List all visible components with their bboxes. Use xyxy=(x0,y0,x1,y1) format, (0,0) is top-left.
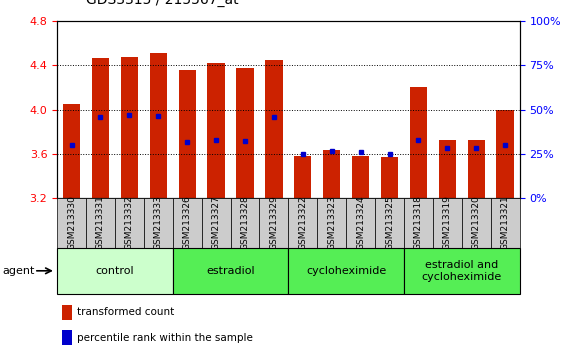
Text: GSM213325: GSM213325 xyxy=(385,196,394,250)
Bar xyxy=(207,63,225,198)
Bar xyxy=(202,198,231,248)
Bar xyxy=(150,53,167,198)
Text: GSM213329: GSM213329 xyxy=(270,196,279,250)
Text: estradiol: estradiol xyxy=(206,266,255,276)
Bar xyxy=(172,198,202,248)
Text: GSM213331: GSM213331 xyxy=(96,195,105,251)
Text: cycloheximide: cycloheximide xyxy=(306,266,387,276)
Text: GSM213323: GSM213323 xyxy=(327,196,336,250)
Bar xyxy=(265,60,283,198)
Bar xyxy=(381,157,398,198)
Bar xyxy=(62,330,72,345)
Text: GSM213328: GSM213328 xyxy=(240,196,250,250)
Bar xyxy=(115,198,144,248)
Text: GSM213319: GSM213319 xyxy=(443,195,452,251)
Bar xyxy=(57,198,86,248)
Text: GDS3315 / 215567_at: GDS3315 / 215567_at xyxy=(86,0,238,7)
Bar xyxy=(92,58,109,198)
Bar xyxy=(404,248,520,294)
Bar xyxy=(323,149,340,198)
Bar xyxy=(490,198,520,248)
Bar xyxy=(346,198,375,248)
Bar xyxy=(375,198,404,248)
Bar xyxy=(433,198,462,248)
Bar xyxy=(231,198,259,248)
Text: control: control xyxy=(95,266,134,276)
Bar xyxy=(462,198,490,248)
Text: estradiol and
cycloheximide: estradiol and cycloheximide xyxy=(421,260,502,282)
Bar xyxy=(352,156,369,198)
Text: GSM213318: GSM213318 xyxy=(414,195,423,251)
Text: GSM213333: GSM213333 xyxy=(154,195,163,251)
Text: GSM213322: GSM213322 xyxy=(298,196,307,250)
Text: transformed count: transformed count xyxy=(77,307,174,317)
Bar xyxy=(288,248,404,294)
Bar xyxy=(496,110,514,198)
Text: GSM213320: GSM213320 xyxy=(472,196,481,250)
Bar xyxy=(410,86,427,198)
Bar xyxy=(317,198,346,248)
Text: GSM213324: GSM213324 xyxy=(356,196,365,250)
Text: GSM213326: GSM213326 xyxy=(183,196,192,250)
Text: agent: agent xyxy=(3,266,35,276)
Bar xyxy=(288,198,317,248)
Bar xyxy=(62,305,72,320)
Text: percentile rank within the sample: percentile rank within the sample xyxy=(77,333,253,343)
Bar xyxy=(57,248,172,294)
Text: GSM213330: GSM213330 xyxy=(67,195,76,251)
Text: GSM213321: GSM213321 xyxy=(501,196,510,250)
Bar xyxy=(172,248,288,294)
Text: GSM213327: GSM213327 xyxy=(212,196,220,250)
Bar xyxy=(468,139,485,198)
Bar xyxy=(294,156,311,198)
Bar xyxy=(404,198,433,248)
Bar xyxy=(259,198,288,248)
Bar xyxy=(86,198,115,248)
Bar xyxy=(179,70,196,198)
Text: GSM213332: GSM213332 xyxy=(125,196,134,250)
Bar xyxy=(144,198,173,248)
Bar xyxy=(439,139,456,198)
Bar xyxy=(236,68,254,198)
Bar xyxy=(120,57,138,198)
Bar xyxy=(63,104,80,198)
